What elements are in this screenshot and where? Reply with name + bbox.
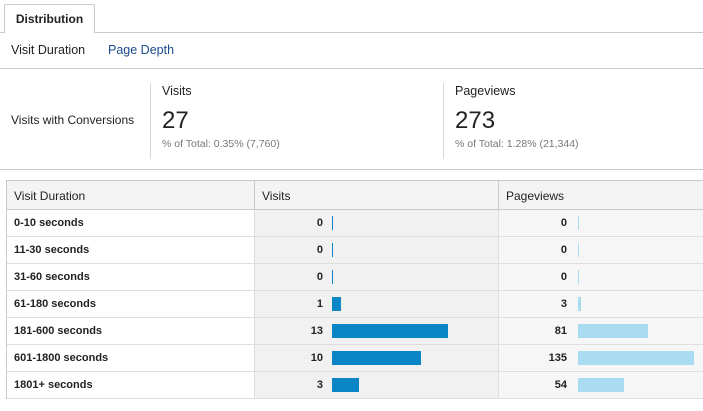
segment-label: Visits with Conversions	[11, 113, 135, 127]
cell-visits: 10	[255, 345, 499, 371]
cell-pageviews: 81	[499, 318, 703, 344]
table-row: 601-1800 seconds 10 135	[7, 345, 703, 372]
row-label: 1801+ seconds	[14, 379, 93, 391]
tab-strip: Distribution	[0, 0, 703, 34]
summary-panel: Visits with Conversions Visits 27 % of T…	[0, 69, 703, 170]
cell-visit-duration: 601-1800 seconds	[7, 345, 255, 371]
cell-visit-duration: 1801+ seconds	[7, 372, 255, 398]
pageviews-bar	[578, 324, 648, 338]
visits-bar	[332, 351, 421, 365]
pageviews-value: 0	[560, 271, 567, 283]
cell-pageviews: 0	[499, 264, 703, 290]
cell-pageviews: 0	[499, 210, 703, 236]
pageviews-value: 135	[548, 352, 567, 364]
cell-pageviews: 0	[499, 237, 703, 263]
visits-bar	[332, 297, 341, 311]
visits-bar	[332, 378, 359, 392]
visits-bar	[332, 216, 333, 230]
pageviews-bar	[578, 270, 579, 284]
subtab-visit-duration[interactable]: Visit Duration	[11, 43, 86, 57]
table-row: 11-30 seconds 0 0	[7, 237, 703, 264]
table-row: 181-600 seconds 13 81	[7, 318, 703, 345]
cell-visits: 0	[255, 237, 499, 263]
pageviews-value: 0	[560, 217, 567, 229]
cell-visits: 0	[255, 264, 499, 290]
cell-pageviews: 54	[499, 372, 703, 398]
header-visit-duration[interactable]: Visit Duration	[7, 181, 255, 209]
pageviews-value: 0	[560, 244, 567, 256]
distribution-table: Visit Duration Visits Pageviews 0-10 sec…	[6, 180, 703, 399]
table-row: 1801+ seconds 3 54	[7, 372, 703, 399]
cell-visit-duration: 31-60 seconds	[7, 264, 255, 290]
row-label: 61-180 seconds	[14, 298, 96, 310]
cell-visits: 0	[255, 210, 499, 236]
visits-metric-total: % of Total: 0.35% (7,760)	[162, 138, 280, 150]
visits-value: 10	[310, 352, 323, 364]
cell-visit-duration: 0-10 seconds	[7, 210, 255, 236]
cell-visits: 1	[255, 291, 499, 317]
header-visit-duration-label: Visit Duration	[14, 189, 86, 203]
visits-value: 13	[310, 325, 323, 337]
header-visits-label: Visits	[262, 189, 291, 203]
visits-value: 0	[316, 217, 323, 229]
table-row: 61-180 seconds 1 3	[7, 291, 703, 318]
pageviews-bar	[578, 351, 694, 365]
cell-visit-duration: 61-180 seconds	[7, 291, 255, 317]
pageviews-bar	[578, 216, 579, 230]
row-label: 0-10 seconds	[14, 217, 84, 229]
cell-pageviews: 135	[499, 345, 703, 371]
table-row: 0-10 seconds 0 0	[7, 210, 703, 237]
pageviews-metric-total: % of Total: 1.28% (21,344)	[455, 138, 579, 150]
pageviews-bar	[578, 297, 581, 311]
row-label: 181-600 seconds	[14, 325, 103, 337]
visits-value: 0	[316, 244, 323, 256]
row-label: 31-60 seconds	[14, 271, 90, 283]
row-label: 601-1800 seconds	[14, 352, 109, 364]
header-pageviews[interactable]: Pageviews	[499, 181, 703, 209]
visits-metric-value: 27	[162, 107, 189, 134]
visits-value: 1	[316, 298, 323, 310]
tab-distribution-label: Distribution	[15, 12, 84, 26]
divider	[150, 83, 151, 159]
visits-bar	[332, 324, 448, 338]
visits-metric-title: Visits	[162, 84, 192, 98]
pageviews-value: 81	[554, 325, 567, 337]
cell-visit-duration: 181-600 seconds	[7, 318, 255, 344]
cell-visit-duration: 11-30 seconds	[7, 237, 255, 263]
divider	[443, 83, 444, 159]
table-header-row: Visit Duration Visits Pageviews	[7, 181, 703, 210]
pageviews-value: 54	[554, 379, 567, 391]
pageviews-metric-title: Pageviews	[455, 84, 516, 98]
pageviews-bar	[578, 378, 624, 392]
visits-value: 3	[316, 379, 323, 391]
visits-bar	[332, 270, 333, 284]
table-row: 31-60 seconds 0 0	[7, 264, 703, 291]
sub-tabs: Visit Duration Page Depth	[0, 33, 703, 69]
row-label: 11-30 seconds	[14, 244, 90, 256]
visits-bar	[332, 243, 333, 257]
pageviews-value: 3	[560, 298, 567, 310]
header-visits[interactable]: Visits	[255, 181, 499, 209]
cell-visits: 13	[255, 318, 499, 344]
pageviews-metric-value: 273	[455, 107, 496, 134]
cell-pageviews: 3	[499, 291, 703, 317]
cell-visits: 3	[255, 372, 499, 398]
header-pageviews-label: Pageviews	[506, 189, 565, 203]
tab-distribution[interactable]: Distribution	[4, 4, 95, 34]
visits-value: 0	[316, 271, 323, 283]
subtab-page-depth[interactable]: Page Depth	[108, 43, 175, 57]
pageviews-bar	[578, 243, 579, 257]
